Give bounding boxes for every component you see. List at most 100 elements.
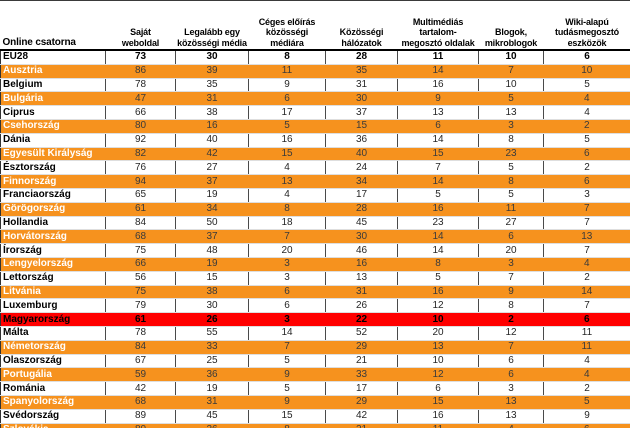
value-cell: 13 <box>397 105 479 120</box>
value-cell: 5 <box>478 188 544 203</box>
value-cell: 19 <box>175 188 249 203</box>
value-cell: 12 <box>397 367 479 383</box>
value-cell: 26 <box>325 298 398 314</box>
table-row: Németország 84 33 7 29 13 7 11 <box>0 340 630 355</box>
table-row: Spanyolország 68 31 9 29 15 13 5 <box>0 395 630 410</box>
value-cell: 5 <box>478 160 544 176</box>
country-name-cell: Magyarország <box>0 312 106 327</box>
value-cell: 7 <box>543 298 630 314</box>
value-cell: 22 <box>325 312 398 327</box>
value-cell: 19 <box>175 381 249 396</box>
value-cell: 7 <box>543 243 630 258</box>
value-cell: 14 <box>397 64 479 79</box>
value-cell: 17 <box>325 188 398 203</box>
value-cell: 2 <box>543 271 630 286</box>
value-cell: 16 <box>397 202 479 217</box>
value-cell: 55 <box>175 326 249 341</box>
value-cell: 34 <box>325 174 398 189</box>
table-row: Horvátország 68 37 7 30 14 6 13 <box>0 229 630 245</box>
value-cell: 6 <box>543 312 630 327</box>
value-cell: 6 <box>248 285 326 300</box>
value-cell: 5 <box>543 78 630 93</box>
value-cell: 35 <box>325 64 398 79</box>
table-row: Bulgária 47 31 6 30 9 5 4 <box>0 91 630 107</box>
country-name-cell: Írország <box>0 243 106 258</box>
value-cell: 26 <box>175 312 249 327</box>
value-cell: 17 <box>248 105 326 120</box>
value-cell: 19 <box>175 257 249 272</box>
country-name-cell: Észtország <box>0 160 106 176</box>
value-cell: 16 <box>397 285 479 300</box>
value-cell: 45 <box>325 216 398 231</box>
value-cell: 42 <box>325 409 398 424</box>
country-name-cell: Dánia <box>0 133 106 148</box>
value-cell: 9 <box>248 395 326 410</box>
value-cell: 46 <box>325 243 398 258</box>
value-cell: 6 <box>478 367 544 383</box>
country-name-cell: Málta <box>0 326 106 341</box>
value-cell: 75 <box>105 243 176 258</box>
value-cell: 38 <box>175 105 249 120</box>
table-row: Csehország 80 16 5 15 6 3 2 <box>0 119 630 134</box>
value-cell: 7 <box>248 340 326 355</box>
value-cell: 8 <box>248 50 326 65</box>
table-row: Finnország 94 37 13 34 14 8 6 <box>0 174 630 189</box>
value-cell: 3 <box>543 188 630 203</box>
value-cell: 5 <box>397 188 479 203</box>
value-cell: 7 <box>478 64 544 79</box>
column-header-kozossegi-media: Legalább egy közösségi média <box>175 1 249 51</box>
value-cell: 7 <box>543 216 630 231</box>
value-cell: 25 <box>175 354 249 369</box>
value-cell: 3 <box>248 257 326 272</box>
value-cell: 15 <box>397 395 479 410</box>
country-name-cell: Spanyolország <box>0 395 106 410</box>
country-name-cell: Finnország <box>0 174 106 189</box>
value-cell: 6 <box>543 174 630 189</box>
country-name-cell: Görögország <box>0 202 106 217</box>
value-cell: 15 <box>175 271 249 286</box>
value-cell: 68 <box>105 229 176 245</box>
country-name-cell: Svédország <box>0 409 106 424</box>
value-cell: 3 <box>478 119 544 134</box>
country-name-cell: Lengyelország <box>0 257 106 272</box>
value-cell: 8 <box>478 174 544 189</box>
value-cell: 4 <box>248 160 326 176</box>
table-row: Litvánia 75 38 6 31 16 9 14 <box>0 285 630 300</box>
table-row: Ausztria 86 39 11 35 14 7 10 <box>0 64 630 79</box>
value-cell: 6 <box>397 119 479 134</box>
value-cell: 5 <box>478 91 544 107</box>
value-cell: 4 <box>478 423 544 428</box>
table-row: Lettország 56 15 3 13 5 7 2 <box>0 271 630 286</box>
value-cell: 66 <box>105 257 176 272</box>
value-cell: 67 <box>105 354 176 369</box>
value-cell: 48 <box>175 243 249 258</box>
value-cell: 31 <box>175 395 249 410</box>
value-cell: 16 <box>175 119 249 134</box>
country-name-cell: Portugália <box>0 367 106 383</box>
value-cell: 16 <box>248 133 326 148</box>
value-cell: 15 <box>397 147 479 162</box>
value-cell: 16 <box>397 78 479 93</box>
value-cell: 5 <box>248 354 326 369</box>
value-cell: 14 <box>248 326 326 341</box>
value-cell: 84 <box>105 216 176 231</box>
value-cell: 38 <box>175 285 249 300</box>
value-cell: 26 <box>175 423 249 428</box>
table-row: Franciaország 65 19 4 17 5 5 3 <box>0 188 630 203</box>
value-cell: 8 <box>478 133 544 148</box>
value-cell: 10 <box>478 78 544 93</box>
country-name-cell: Ciprus <box>0 105 106 120</box>
table-row: Írország 75 48 20 46 14 20 7 <box>0 243 630 258</box>
value-cell: 30 <box>325 229 398 245</box>
value-cell: 39 <box>175 64 249 79</box>
country-name-cell: Litvánia <box>0 285 106 300</box>
value-cell: 3 <box>248 312 326 327</box>
value-cell: 36 <box>325 133 398 148</box>
country-name-cell: Szlovákia <box>0 423 106 428</box>
value-cell: 11 <box>397 423 479 428</box>
value-cell: 13 <box>325 271 398 286</box>
value-cell: 20 <box>397 326 479 341</box>
value-cell: 34 <box>175 202 249 217</box>
column-header-blogok: Blogok, mikroblogok <box>478 1 544 51</box>
value-cell: 18 <box>248 216 326 231</box>
